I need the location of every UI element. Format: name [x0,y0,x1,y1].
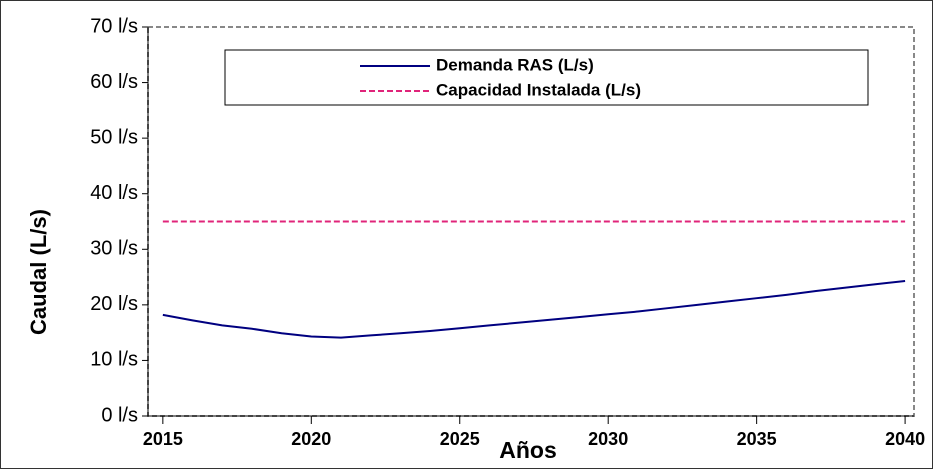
y-tick-label: 10 l/s [90,349,138,371]
y-tick-label: 40 l/s [90,182,138,204]
legend-label: Demanda RAS (L/s) [436,55,594,74]
y-tick-label: 50 l/s [90,126,138,148]
x-tick-label: 2040 [885,429,925,449]
y-tick-label: 60 l/s [90,71,138,93]
x-tick-label: 2035 [737,429,777,449]
x-axis-title: Años [499,437,557,463]
y-tick-label: 0 l/s [101,404,138,426]
y-tick-label: 20 l/s [90,293,138,315]
x-tick-label: 2020 [291,429,331,449]
y-tick-label: 70 l/s [90,15,138,37]
legend-box [224,49,869,106]
series-line [162,279,906,339]
y-tick-label: 30 l/s [90,238,138,260]
x-tick-label: 2015 [143,429,183,449]
x-tick-label: 2030 [588,429,628,449]
legend-label: Capacidad Instalada (L/s) [436,80,641,99]
y-axis-title: Caudal (L/s) [26,209,51,335]
x-tick-label: 2025 [440,429,480,449]
